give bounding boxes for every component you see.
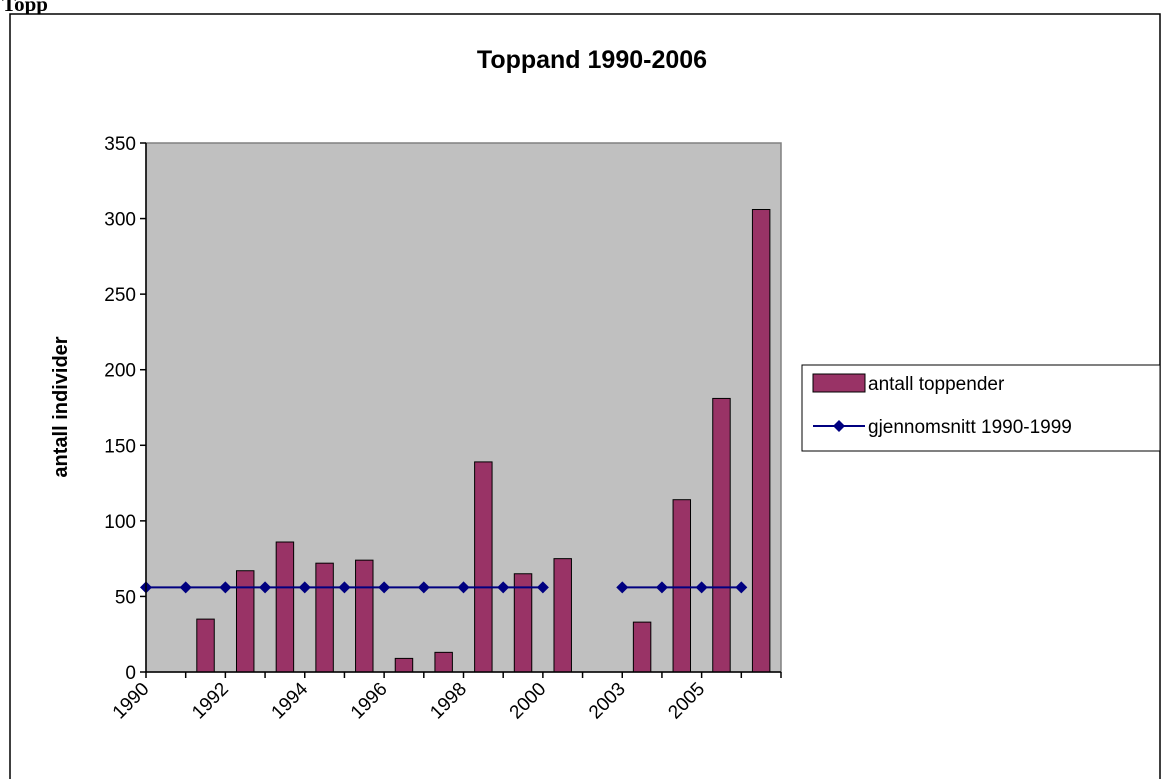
bar [235, 570, 255, 673]
y-tick-label: 0 [125, 663, 136, 684]
bar [315, 562, 334, 673]
bar [355, 559, 374, 673]
legend: antall toppender gjennomsnitt 1990-1999 [801, 364, 1161, 452]
y-tick-label: 200 [104, 361, 136, 382]
average-point [457, 581, 470, 594]
bar [712, 397, 731, 673]
average-point [695, 581, 708, 594]
y-axis-title: antall individer [50, 336, 72, 477]
average-point [179, 581, 192, 594]
average-line-layer [140, 581, 748, 594]
average-point [735, 581, 748, 594]
average-point [219, 581, 232, 594]
average-point [417, 581, 430, 594]
legend-label-line: gjennomsnitt 1990-1999 [868, 417, 1072, 438]
average-point [259, 581, 272, 594]
chart-title: Toppand 1990-2006 [477, 46, 707, 74]
bar [751, 209, 771, 673]
average-point [338, 581, 351, 594]
average-point [616, 581, 629, 594]
legend-line-marker [833, 420, 845, 432]
bar [196, 618, 215, 673]
average-point [497, 581, 510, 594]
y-tick-label: 50 [115, 587, 136, 608]
average-point [378, 581, 391, 594]
y-tick-label: 150 [104, 436, 136, 457]
y-tick-label: 350 [104, 134, 136, 155]
average-point [655, 581, 668, 594]
bar [394, 657, 414, 673]
bar [672, 499, 692, 673]
legend-bar-swatch [812, 373, 866, 393]
bar [632, 621, 652, 673]
average-point [298, 581, 311, 594]
bar [553, 558, 572, 673]
y-tick-label: 250 [104, 285, 136, 306]
bar [275, 541, 295, 673]
legend-label-bars: antall toppender [868, 374, 1005, 395]
average-point [536, 581, 549, 594]
y-tick-label: 300 [104, 210, 136, 231]
bar [434, 651, 453, 673]
bar [474, 461, 493, 673]
bar [513, 573, 533, 673]
page-heading: Topp [2, 0, 48, 16]
y-tick-label: 100 [104, 512, 136, 533]
